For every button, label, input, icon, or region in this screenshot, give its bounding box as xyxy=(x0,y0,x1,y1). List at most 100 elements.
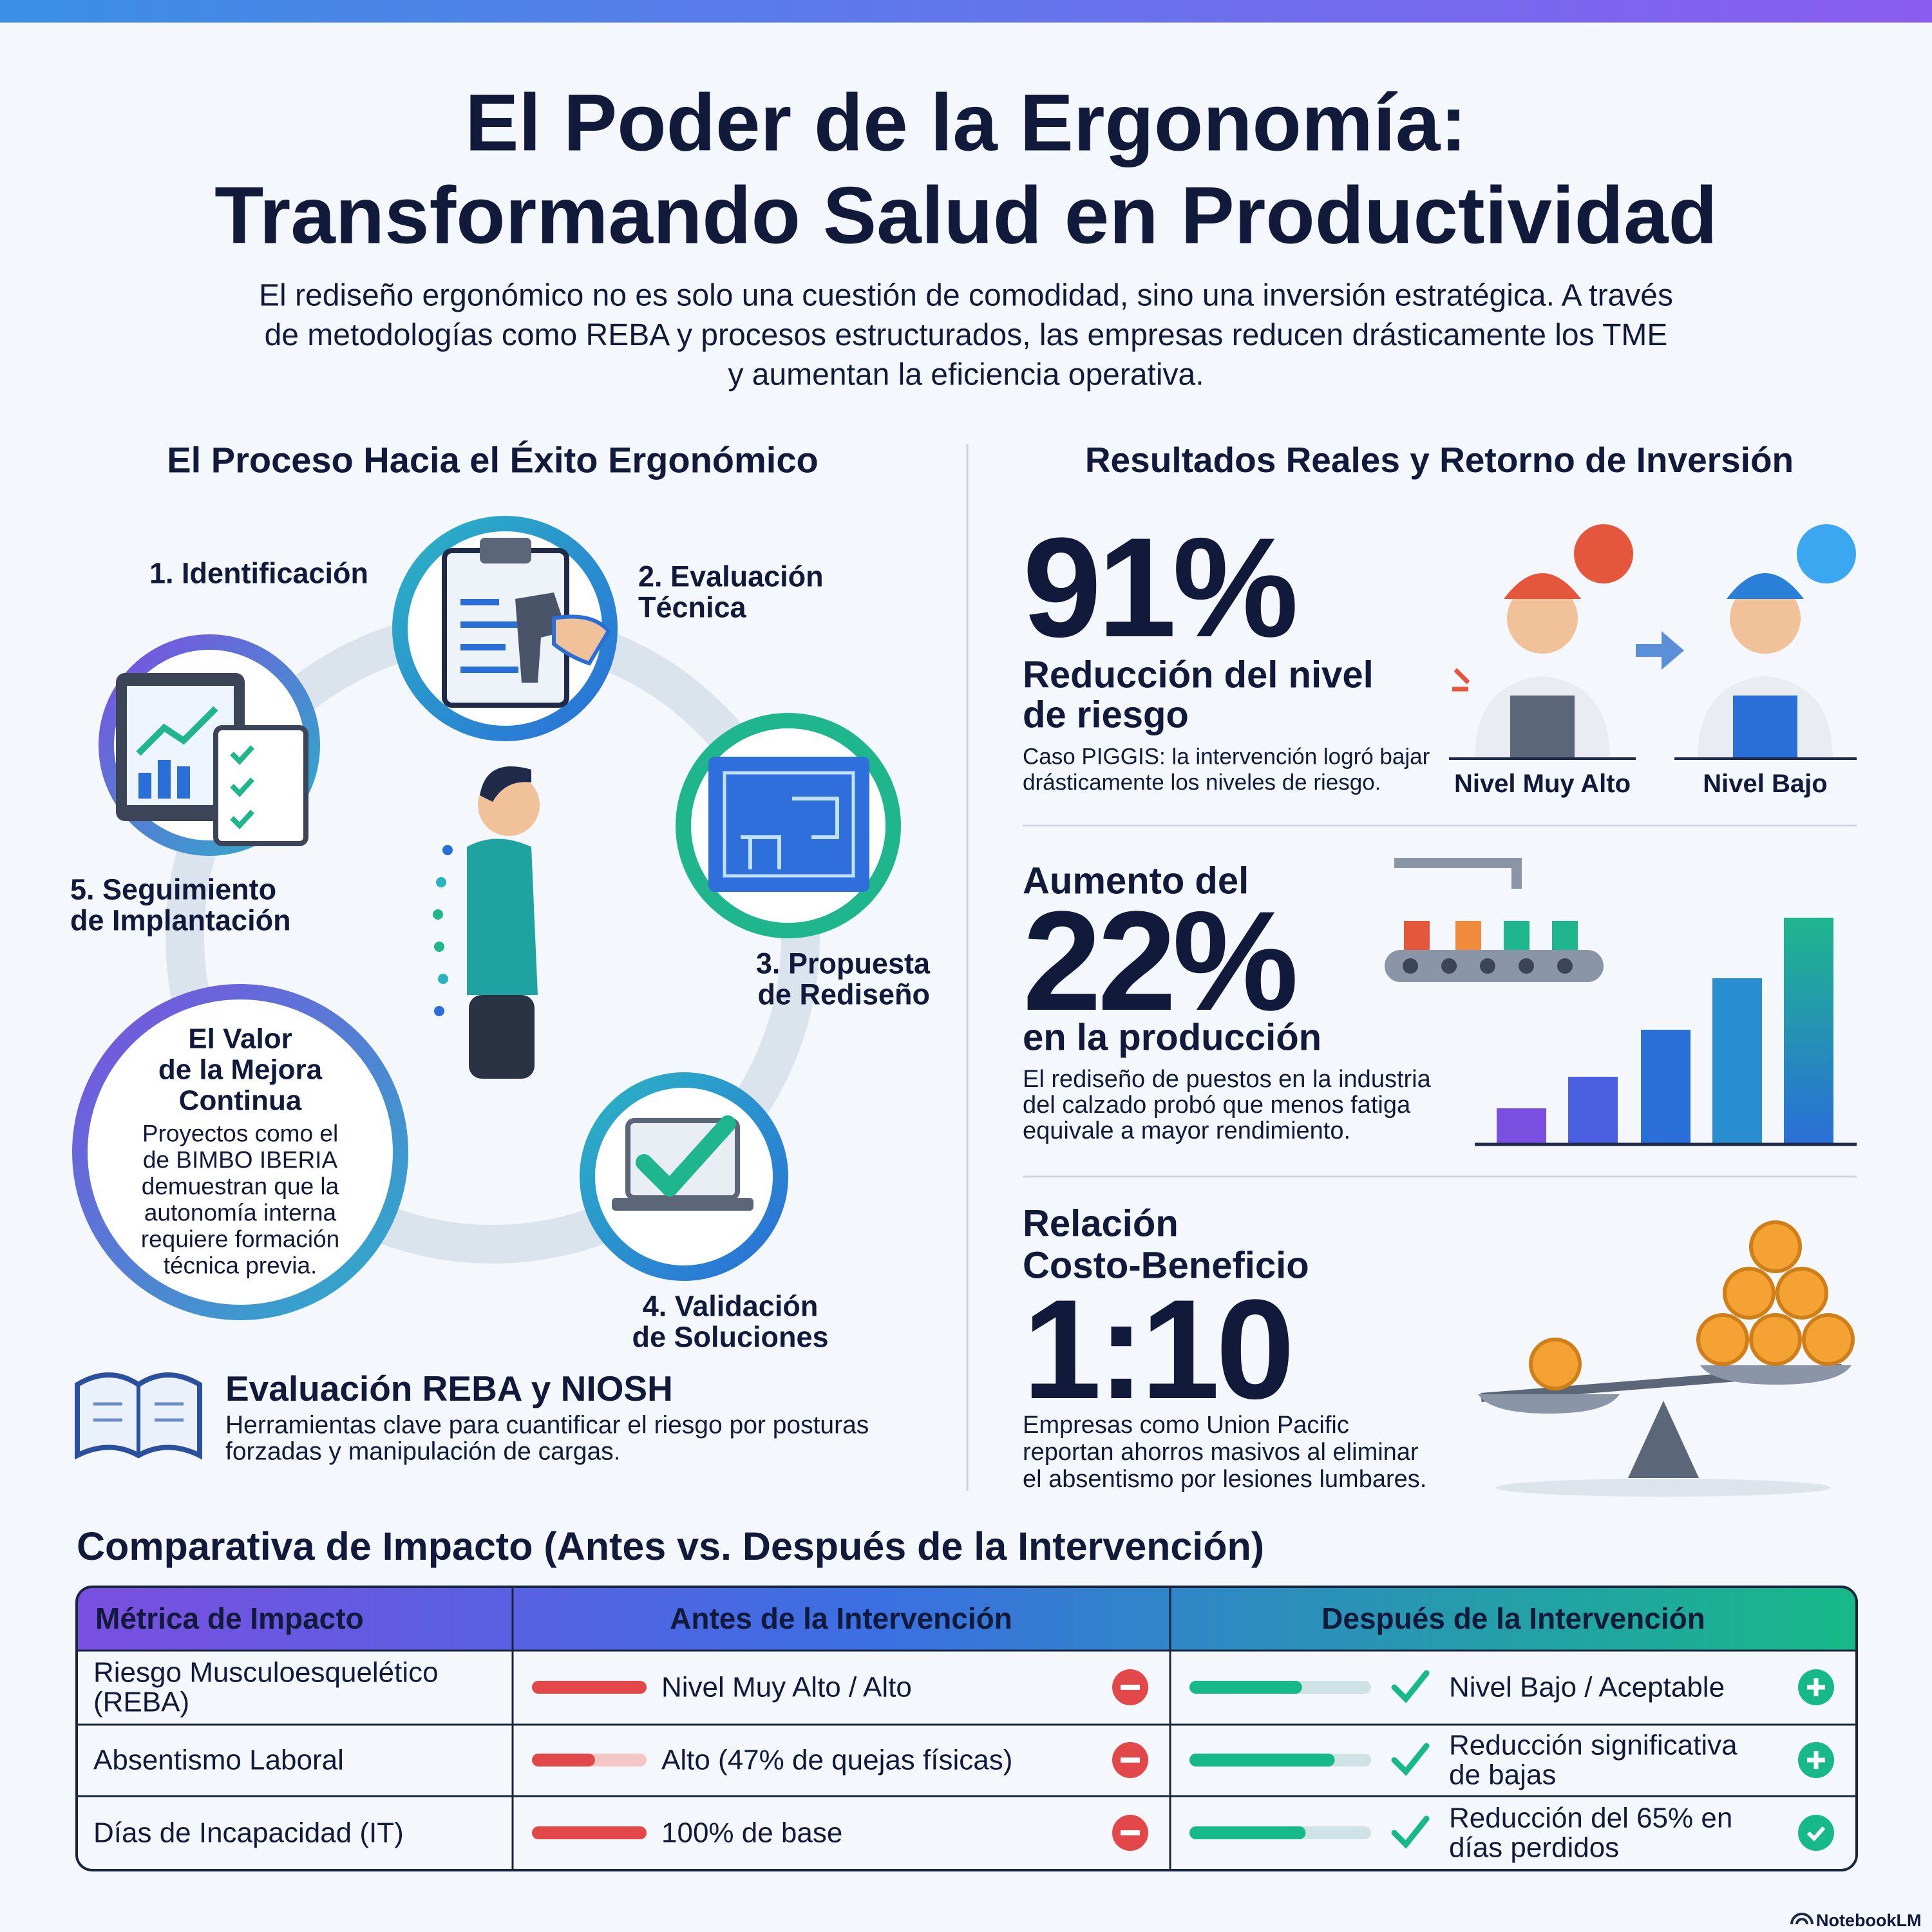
step-icon-evaluation-part xyxy=(552,614,611,666)
scale-icon-part xyxy=(1749,1220,1802,1273)
growth-bars-part xyxy=(1641,1030,1690,1143)
worker-after-part xyxy=(1730,583,1801,654)
step-icon-validation xyxy=(580,1072,788,1281)
check-icon xyxy=(1806,1826,1826,1842)
value-circle-part xyxy=(72,984,408,1320)
book-icon xyxy=(75,1372,202,1460)
scale-icon-part xyxy=(1628,1401,1699,1478)
step-icon-evaluation xyxy=(392,516,618,741)
tools-body: forzadas y manipulación de cargas. xyxy=(225,1438,621,1466)
growth-bars-part xyxy=(1497,1108,1546,1143)
stat: 1:10 xyxy=(1023,1270,1291,1428)
cell: Nivel Muy Alto / Alto xyxy=(661,1672,912,1703)
worker-after-part xyxy=(1727,573,1804,599)
step-icon-identification-part xyxy=(136,706,218,756)
subtitle: de metodologías como REBA y procesos est… xyxy=(265,318,1668,352)
value-body: Proyectos como el xyxy=(142,1121,338,1147)
scale-icon-part xyxy=(1696,1313,1749,1366)
conveyor-icon-part xyxy=(1480,958,1495,974)
step-icon-redesign xyxy=(676,713,901,938)
scale-icon-part xyxy=(1529,1338,1582,1390)
step-icon-evaluation-part xyxy=(480,538,531,564)
progress-bar xyxy=(1189,1754,1335,1766)
cell: Alto (47% de quejas físicas) xyxy=(661,1745,1012,1776)
step-label: 4. Validación xyxy=(643,1290,819,1323)
growth-bars xyxy=(1475,918,1857,1146)
value-circle xyxy=(72,984,408,1320)
progress-bar xyxy=(1189,1681,1302,1694)
stat-body: equivale a mayor rendimiento. xyxy=(1023,1117,1350,1144)
plus-icon xyxy=(1807,1751,1825,1769)
book-icon-part xyxy=(93,1402,184,1422)
cell: Nivel Bajo / Aceptable xyxy=(1449,1672,1725,1703)
conveyor-icon-part xyxy=(1441,958,1457,974)
scale-icon-part xyxy=(1749,1313,1802,1366)
step-icon-identification-part xyxy=(230,745,254,829)
stat-body: reportan ahorros masivos al eliminar xyxy=(1023,1439,1419,1466)
cell: Absentismo Laboral xyxy=(93,1745,344,1776)
growth-bars-part xyxy=(1568,1077,1618,1143)
step-icon-validation-part xyxy=(612,1198,753,1211)
scale-icon-part xyxy=(1723,1267,1776,1320)
person-figure-part xyxy=(438,974,448,984)
conveyor-icon-part xyxy=(1394,858,1522,889)
impact-table xyxy=(75,1586,1858,1871)
value-title: El Valor xyxy=(188,1023,292,1055)
cell: (REBA) xyxy=(93,1687,189,1718)
stat-title: de riesgo xyxy=(1023,694,1189,736)
person-figure-part xyxy=(434,1006,444,1016)
subtitle: y aumentan la eficiencia operativa. xyxy=(728,358,1204,392)
scale-icon-part xyxy=(1700,1365,1852,1385)
step-label: 3. Propuesta xyxy=(756,947,931,980)
conveyor-icon-part xyxy=(1552,921,1578,950)
cell: 100% de base xyxy=(661,1817,842,1849)
conveyor-icon-part xyxy=(1403,958,1418,974)
stat-body: Empresas como Union Pacific xyxy=(1023,1412,1349,1439)
stat-title: en la producción xyxy=(1023,1017,1321,1059)
person-figure-part xyxy=(442,845,453,855)
brand-icon xyxy=(1790,1913,1814,1925)
minus-icon xyxy=(1121,1830,1140,1835)
check-mark xyxy=(1391,1670,1430,1703)
column-header: Antes de la Intervención xyxy=(670,1602,1012,1635)
stat: 91% xyxy=(1023,508,1295,667)
table-title: Comparativa de Impacto (Antes vs. Despué… xyxy=(77,1524,1264,1568)
title: El Poder de la Ergonomía: xyxy=(465,79,1467,168)
person-figure-part xyxy=(434,942,444,952)
scale-icon-part xyxy=(1496,1479,1831,1497)
scale-icon xyxy=(1478,1220,1855,1497)
plus-icon xyxy=(1807,1678,1825,1696)
section-heading: El Proceso Hacia el Éxito Ergonómico xyxy=(167,440,818,480)
step-icon-redesign-part xyxy=(723,771,855,878)
step-icon-evaluation-part xyxy=(460,621,518,628)
step-icon-identification xyxy=(99,634,320,856)
progress-bar xyxy=(1189,1826,1306,1839)
conveyor-icon xyxy=(1385,858,1604,982)
check-mark xyxy=(1391,1743,1430,1776)
worker-after-part xyxy=(1733,696,1797,760)
value-body: requiere formación xyxy=(141,1226,339,1253)
cell: Reducción del 65% en xyxy=(1449,1803,1732,1834)
stat-title: Relación xyxy=(1023,1203,1179,1245)
step-label: 1. Identificación xyxy=(149,557,368,590)
cell: de bajas xyxy=(1449,1759,1556,1791)
section-heading: Resultados Reales y Retorno de Inversión xyxy=(1085,440,1794,480)
value-body: autonomía interna xyxy=(144,1200,337,1226)
top-bar xyxy=(0,0,1932,23)
tools-body: Herramientas clave para cuantificar el r… xyxy=(225,1412,869,1439)
stat: 22% xyxy=(1023,882,1295,1040)
cell: Reducción significativa xyxy=(1449,1730,1738,1761)
scale-icon-part xyxy=(1776,1267,1828,1320)
worker-before-part xyxy=(1507,583,1578,654)
step-icon-identification-part xyxy=(177,766,190,799)
worker-before-part xyxy=(1504,573,1581,599)
stat-title: Reducción del nivel xyxy=(1023,654,1374,696)
step-icon-identification-part xyxy=(158,760,171,799)
arrow xyxy=(1636,631,1684,670)
stat-body: el absentismo por lesiones lumbares. xyxy=(1023,1466,1426,1493)
column-header: Después de la Intervención xyxy=(1321,1602,1705,1635)
value-title: de la Mejora xyxy=(158,1054,323,1086)
column-header: Métrica de Impacto xyxy=(95,1602,364,1635)
